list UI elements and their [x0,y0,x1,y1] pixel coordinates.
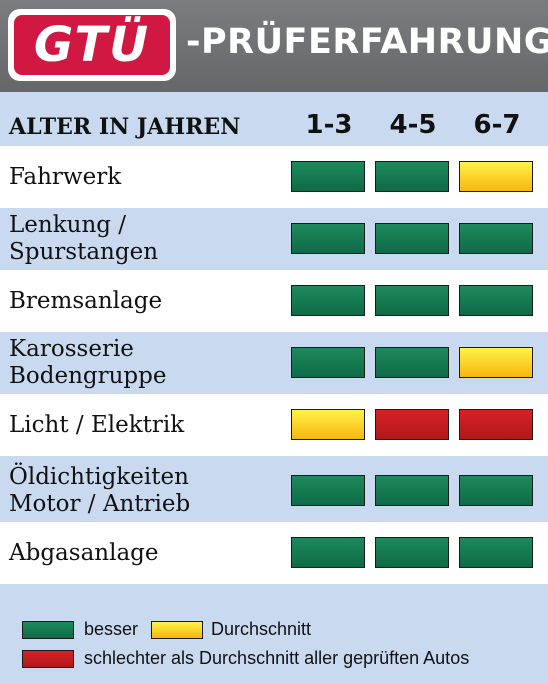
rating-cell-besser [459,475,533,506]
rating-cell-besser [375,347,449,378]
row-label: Karosserie Bodengruppe [9,336,167,389]
column-header-1-3: 1-3 [305,110,353,140]
table-row: Fahrwerk [0,146,548,208]
rating-cell-besser [375,161,449,192]
rating-cell-besser [291,347,365,378]
rating-cell-besser [291,475,365,506]
column-header-4-5: 4-5 [389,110,437,140]
legend-swatch-besser [22,621,74,639]
table-row: Licht / Elektrik [0,394,548,456]
rating-cell-besser [291,161,365,192]
rating-cell-besser [291,285,365,316]
rating-cell-besser [459,537,533,568]
legend-swatch-schlechter [22,650,74,668]
table-row: Karosserie Bodengruppe [0,332,548,394]
row-label: Öldichtigkeiten Motor / Antrieb [9,464,191,517]
rating-cell-besser [291,223,365,254]
table-row: Abgasanlage [0,522,548,584]
rating-cell-besser [291,537,365,568]
row-label: Lenkung / Spurstangen [9,212,159,265]
header-bar: GTÜ -PRÜFERFAHRUNG [0,0,548,92]
rating-cell-besser [375,537,449,568]
legend: besser Durchschnitt schlechter als Durch… [0,610,548,684]
row-label: Licht / Elektrik [9,411,185,438]
gtu-logo-text: GTÜ [33,17,151,73]
gtu-logo-badge: GTÜ [14,15,170,75]
rating-cell-durchschnitt [459,347,533,378]
age-header-label: ALTER IN JAHREN [9,114,241,140]
table-row: Lenkung / Spurstangen [0,208,548,270]
column-header-6-7: 6-7 [473,110,521,140]
rating-cell-besser [459,223,533,254]
rating-cell-durchschnitt [291,409,365,440]
row-label: Fahrwerk [9,163,122,190]
table-row: Öldichtigkeiten Motor / Antrieb [0,460,548,522]
rating-cell-besser [375,475,449,506]
row-label: Bremsanlage [9,287,163,314]
rating-cell-durchschnitt [459,161,533,192]
rating-cell-besser [375,223,449,254]
gtu-logo: GTÜ [8,9,176,81]
rating-cell-besser [375,285,449,316]
rating-cell-schlechter [375,409,449,440]
table-row: Bremsanlage [0,270,548,332]
legend-label-durchschnitt: Durchschnitt [211,619,312,639]
header-title: -PRÜFERFAHRUNG [186,22,548,62]
row-label: Abgasanlage [9,539,159,566]
legend-label-schlechter: schlechter als Durchschnitt aller geprüf… [84,648,470,668]
legend-swatch-durchschnitt [151,621,203,639]
rating-cell-schlechter [459,409,533,440]
column-header-row: ALTER IN JAHREN 1-3 4-5 6-7 [0,104,548,144]
rating-cell-besser [459,285,533,316]
legend-label-besser: besser [84,619,139,639]
